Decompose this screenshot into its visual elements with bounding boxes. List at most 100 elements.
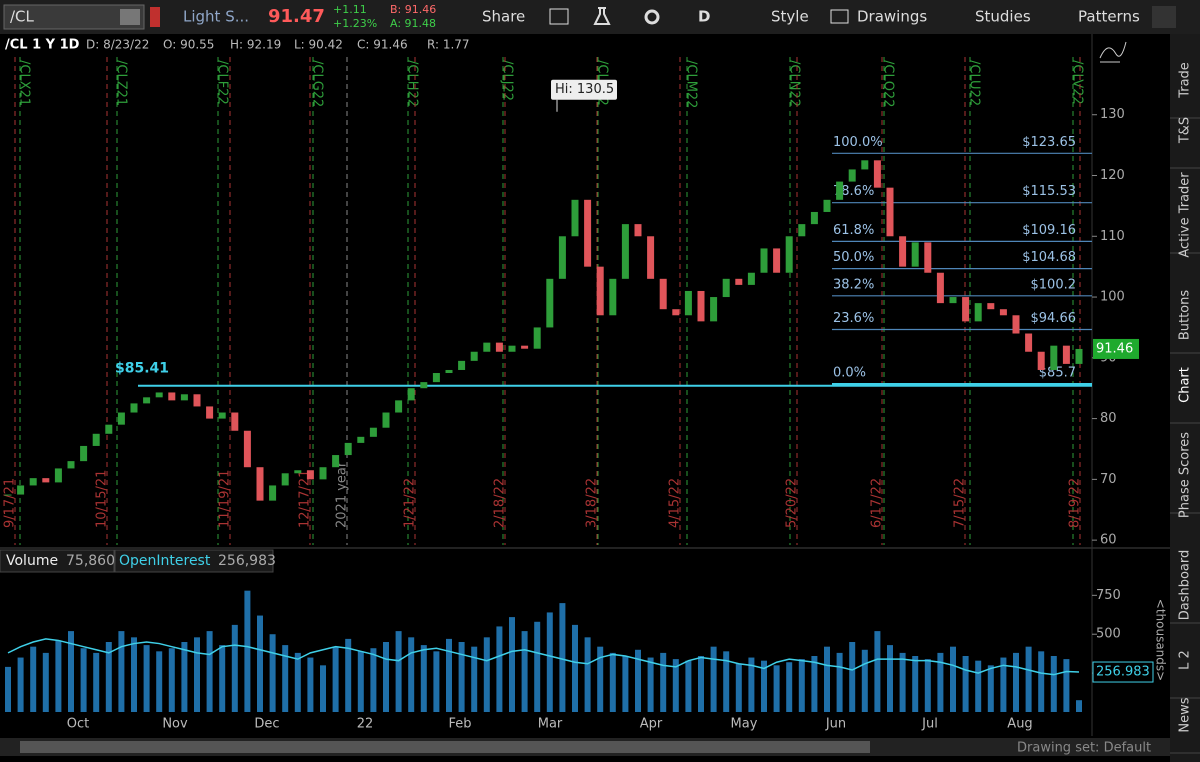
volume-bar [320, 665, 326, 712]
candle [886, 187, 894, 237]
expiry-label: /CLZ21 [114, 60, 129, 106]
volume-value: 75,860 [66, 553, 115, 569]
y-tick-label: 110 [1100, 229, 1125, 244]
oi-tag [1092, 661, 1154, 683]
scroll-thumb[interactable] [20, 741, 870, 753]
fib-percent: 78.6% [833, 184, 874, 199]
candle [143, 397, 151, 404]
candle [634, 224, 642, 237]
volume-bar [672, 659, 679, 712]
expiry-label: /CLV22 [1070, 60, 1085, 105]
drawings-icon[interactable] [830, 9, 849, 24]
menu-button[interactable] [1152, 6, 1176, 28]
drawings-button[interactable]: Drawings [857, 8, 927, 26]
volume-bar [93, 652, 100, 712]
header-close: C: 91.46 [357, 38, 408, 52]
volume-bar [899, 652, 906, 712]
bid: B: 91.46 [390, 3, 436, 16]
style-button[interactable]: Style [771, 8, 809, 26]
style-icon[interactable] [1099, 41, 1127, 63]
volume-bar [68, 631, 74, 712]
side-tab[interactable]: L 2 [1178, 650, 1193, 670]
volume-bar [559, 603, 566, 712]
side-tab[interactable]: Chart [1178, 367, 1193, 403]
studies-button[interactable]: Studies [975, 8, 1031, 26]
period-button[interactable]: D [698, 8, 710, 26]
header-high: H: 92.19 [230, 38, 281, 52]
expiry-label: /CLF22 [215, 60, 230, 105]
volume-bar [395, 631, 402, 712]
candle [218, 412, 226, 419]
candle [1012, 315, 1020, 334]
candle [848, 169, 856, 182]
side-tab[interactable]: T&S [1178, 117, 1193, 144]
expiry-label: /CLQ22 [881, 60, 896, 107]
candle [924, 242, 932, 273]
date-label: 4/15/22 [668, 478, 683, 528]
candle [596, 266, 604, 316]
volume-bar [219, 645, 226, 712]
volume-bar [194, 637, 200, 712]
side-tab[interactable]: News [1178, 697, 1193, 732]
volume-bar [5, 666, 11, 712]
patterns-button[interactable]: Patterns [1078, 8, 1140, 26]
y-tick-label: 120 [1100, 168, 1125, 183]
header-range: R: 1.77 [427, 38, 470, 52]
fib-percent: 100.0% [833, 135, 883, 150]
fib-price: $94.66 [1031, 311, 1077, 326]
oi-value: 256,983 [218, 553, 276, 569]
candle [483, 342, 491, 352]
volume-bar [168, 648, 175, 712]
volume-bar [433, 651, 440, 712]
candle [899, 236, 907, 267]
volume-bar [647, 657, 654, 712]
symbol[interactable]: /CL [10, 8, 35, 26]
x-tick-label: Jul [921, 717, 938, 732]
y-tick-label: 80 [1100, 411, 1117, 426]
expiry-label: /CLX21 [17, 60, 32, 106]
volume-header-box [0, 549, 115, 573]
share-button[interactable]: Share [482, 8, 525, 26]
volume-bar [534, 621, 541, 712]
side-tab[interactable]: Dashboard [1178, 550, 1193, 621]
candle [735, 278, 743, 285]
candle [823, 199, 831, 212]
side-tab[interactable]: Trade [1178, 62, 1193, 99]
volume-bar [80, 648, 87, 712]
candle [798, 224, 806, 237]
candle [80, 445, 88, 462]
candle [495, 342, 503, 352]
flask-icon[interactable] [593, 7, 611, 25]
volume-bar [975, 660, 982, 712]
gear-icon[interactable] [644, 9, 660, 25]
date-label: 11/19/21 [218, 470, 233, 528]
side-tab[interactable]: Active Trader [1178, 172, 1193, 258]
volume-bar [357, 651, 364, 712]
candle [722, 278, 730, 298]
drawing-set[interactable]: Drawing set: Default [1017, 741, 1151, 756]
volume-bar [1050, 656, 1057, 712]
link-tag[interactable] [150, 7, 160, 27]
volume-bar [118, 631, 125, 712]
x-tick-label: Nov [162, 717, 188, 732]
side-tab[interactable]: Buttons [1178, 290, 1193, 341]
volume-bar [609, 652, 616, 712]
candle [710, 297, 718, 322]
expiry-label: /CLH22 [405, 60, 420, 107]
volume-bar [572, 624, 578, 712]
grid-icon[interactable] [549, 8, 569, 25]
candle [571, 199, 579, 237]
fib-percent: 38.2% [833, 277, 874, 292]
symbol-dropdown[interactable] [120, 9, 140, 25]
volume-bar [496, 626, 503, 712]
volume-bar [786, 662, 793, 712]
date-label: 2021 year [335, 461, 350, 528]
candle [659, 278, 667, 310]
volume-bar [950, 646, 956, 712]
candle [1025, 333, 1033, 352]
header-date: D: 8/23/22 [86, 38, 149, 52]
volume-bar [710, 646, 717, 712]
side-tab[interactable]: Phase Scores [1178, 432, 1193, 518]
x-tick-label: Oct [67, 717, 89, 732]
ask: A: 91.48 [390, 17, 436, 30]
